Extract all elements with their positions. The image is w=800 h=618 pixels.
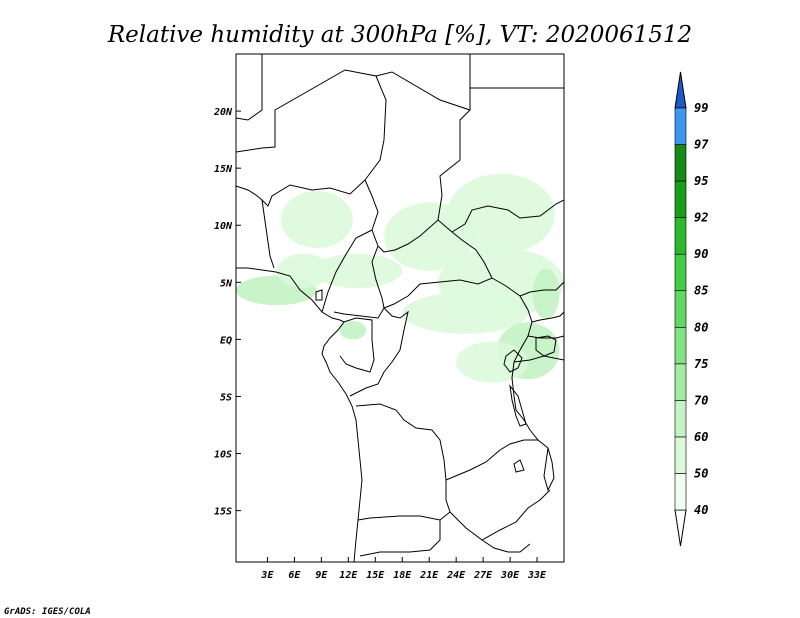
colorbar-top-arrow	[674, 71, 687, 109]
x-tick-label: 6E	[288, 570, 301, 581]
x-axis: 3E 6E 9E 12E 15E 18E 21E 24E 27E 30E 33E	[260, 557, 547, 581]
y-tick-label: 20N	[213, 107, 233, 118]
colorbar-segment	[674, 107, 687, 145]
y-tick-label: 15S	[214, 507, 232, 518]
colorbar-segment	[674, 144, 687, 182]
credit-label: GrADS: IGES/COLA	[4, 607, 91, 617]
y-tick-label: 5S	[220, 392, 232, 403]
colorbar-segment	[674, 180, 687, 218]
x-tick-label: 33E	[527, 570, 547, 581]
coastline	[236, 267, 363, 562]
colorbar-bottom-arrow	[674, 509, 687, 547]
x-tick-label: 9E	[315, 570, 328, 581]
humidity-patch	[402, 292, 529, 334]
y-tick-label: 15N	[214, 164, 233, 175]
x-tick-label: 12E	[339, 570, 358, 581]
colorbar-segment	[674, 326, 687, 365]
colorbar-segment	[674, 473, 687, 511]
x-tick-label: 27E	[473, 570, 493, 581]
colorbar-segment	[674, 253, 687, 292]
humidity-patch	[447, 173, 556, 254]
y-tick-label: 5N	[220, 278, 233, 289]
humidity-patch	[532, 268, 560, 319]
colorbar-label: 60	[694, 430, 708, 444]
colorbar-label: 99	[694, 101, 708, 115]
humidity-patch	[339, 321, 367, 340]
humidity-field	[236, 173, 564, 383]
y-tick-label: EQ	[220, 335, 232, 346]
humidity-patch	[456, 341, 529, 383]
colorbar-segment	[674, 436, 687, 474]
colorbar-segment	[674, 363, 687, 401]
colorbar-label: 92	[694, 211, 708, 225]
map-frame	[235, 53, 565, 563]
x-tick-label: 30E	[500, 570, 520, 581]
colorbar-label: 40	[694, 503, 708, 517]
y-axis: 20N 15N 10N 5N EQ 5S 10S 15S	[213, 107, 241, 518]
chart-title: Relative humidity at 300hPa [%], VT: 202…	[107, 22, 692, 48]
x-tick-label: 15E	[366, 570, 385, 581]
humidity-patch	[312, 253, 403, 289]
colorbar-label: 85	[694, 284, 708, 298]
colorbar-label: 97	[694, 138, 709, 152]
colorbar-label: 80	[694, 320, 708, 334]
x-tick-label: 3E	[260, 570, 274, 581]
colorbar-segment	[674, 400, 687, 438]
humidity-patch	[280, 190, 353, 249]
colorbar: 40 50 60 70 75 80 85 90 92 95 97 99	[674, 71, 709, 547]
x-tick-label: 24E	[446, 570, 466, 581]
colorbar-label: 50	[694, 466, 708, 480]
y-tick-label: 10N	[214, 221, 233, 232]
colorbar-label: 75	[694, 357, 708, 371]
humidity-patch	[276, 253, 331, 289]
map-panel: 3E 6E 9E 12E 15E 18E 21E 24E 27E 30E 33E 20N 15N 10N…	[213, 53, 565, 581]
colorbar-segment	[674, 290, 687, 328]
x-tick-label: 18E	[393, 570, 412, 581]
colorbar-label: 90	[694, 247, 708, 261]
country-borders	[236, 54, 564, 562]
colorbar-label: 70	[694, 393, 708, 407]
y-tick-label: 10S	[214, 450, 232, 461]
x-tick-label: 21E	[419, 570, 439, 581]
colorbar-segment	[674, 217, 687, 255]
colorbar-label: 95	[694, 174, 708, 188]
